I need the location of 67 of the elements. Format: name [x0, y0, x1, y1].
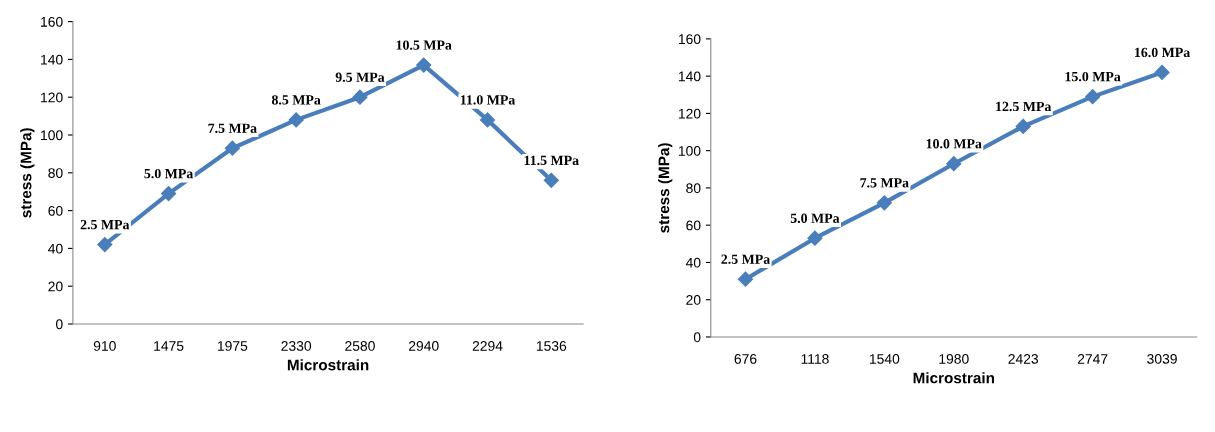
point	[737, 271, 754, 287]
y-tick-label: 60	[686, 220, 701, 231]
x-tick-label: 676	[734, 353, 757, 364]
point	[876, 195, 892, 211]
y-axis-title: stress (MPa)	[20, 128, 35, 218]
x-tick-label: 910	[93, 341, 116, 351]
annotation: 10.0 MPa	[926, 139, 982, 149]
point	[352, 89, 368, 105]
y-tick-label: 160	[678, 34, 701, 45]
x-tick-label: 2580	[345, 341, 375, 351]
y-tick-label: 60	[48, 205, 63, 216]
y-tick-label: 20	[48, 281, 63, 292]
annotation: 11.5 MPa	[524, 155, 579, 166]
annotation: 5.0 MPa	[790, 213, 840, 223]
y-tick-label: 20	[686, 295, 701, 305]
x-tick-label: 1540	[869, 353, 900, 364]
x-tick-label: 1475	[154, 341, 184, 351]
point	[543, 172, 559, 188]
point	[807, 230, 823, 246]
x-axis-title: Microstrain	[287, 359, 369, 371]
point	[1085, 89, 1101, 105]
y-tick-label: 100	[678, 145, 701, 156]
x-tick-label: 2294	[472, 341, 503, 351]
point	[479, 112, 496, 128]
annotation: 12.5 MPa	[996, 101, 1052, 112]
annotation: 7.5 MPa	[860, 178, 909, 188]
y-tick-label: 0	[693, 332, 701, 343]
x-tick-label: 2940	[408, 341, 439, 351]
y-tick-label: 80	[48, 168, 63, 178]
annotation: 9.5 MPa	[335, 72, 385, 82]
y-tick-label: 80	[686, 183, 701, 194]
x-tick-label: 3039	[1147, 353, 1177, 364]
annotation: 11.0 MPa	[460, 95, 516, 105]
annotation: 2.5 MPa	[80, 219, 130, 230]
y-tick-label: 160	[41, 16, 63, 27]
y-tick-label: 140	[678, 71, 701, 82]
y-tick-label: 140	[41, 54, 63, 65]
y-tick-label: 120	[41, 92, 63, 103]
point	[1015, 118, 1031, 135]
x-tick-label: 1975	[217, 341, 248, 351]
x-tick-label: 2423	[1008, 353, 1039, 364]
annotation: 5.0 MPa	[144, 168, 194, 179]
x-tick-label: 1118	[801, 353, 829, 364]
y-tick-label: 0	[56, 319, 63, 330]
annotation: 8.5 MPa	[271, 95, 321, 105]
annotation: 10.5 MPa	[396, 40, 452, 50]
x-tick-label: 2330	[281, 341, 312, 351]
y-tick-label: 40	[685, 257, 701, 268]
point	[97, 237, 113, 253]
point	[946, 156, 962, 172]
x-tick-label: 1980	[939, 353, 969, 364]
x-tick-label: 1536	[536, 341, 567, 351]
y-axis-title: stress (MPa)	[658, 143, 673, 233]
point	[224, 140, 240, 156]
annotation: 2.5 MPa	[721, 254, 770, 264]
x-axis-title: Microstrain	[913, 372, 995, 384]
point	[416, 57, 432, 73]
point	[161, 186, 177, 202]
x-tick-label: 2747	[1077, 353, 1108, 364]
annotation: 16.0 MPa	[1135, 47, 1191, 58]
annotation: 15.0 MPa	[1065, 71, 1121, 82]
annotation: 7.5 MPa	[208, 123, 257, 133]
point	[288, 112, 304, 128]
y-tick-label: 40	[48, 243, 63, 254]
y-tick-label: 100	[41, 130, 63, 141]
y-tick-label: 120	[678, 108, 701, 119]
point	[1154, 64, 1170, 80]
